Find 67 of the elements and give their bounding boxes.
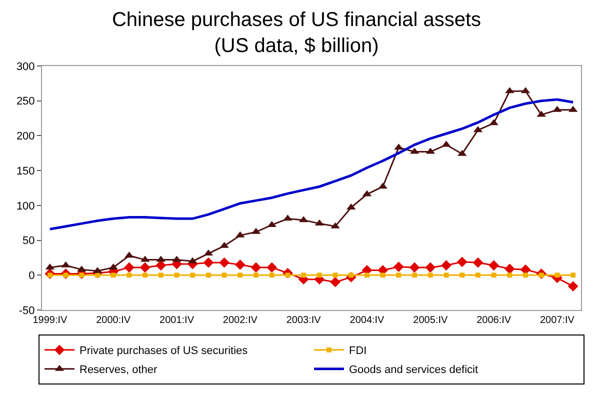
point <box>234 259 246 270</box>
x-tick-label: 1999:IV <box>32 315 68 326</box>
point <box>396 272 402 278</box>
y-tick-label: 200 <box>16 130 35 143</box>
x-tick-label: 2002:IV <box>222 315 258 326</box>
x-tick-label: 2000:IV <box>96 315 131 326</box>
point <box>316 272 322 278</box>
point <box>190 272 196 278</box>
y-tick-label: 150 <box>16 165 35 178</box>
point <box>332 272 338 278</box>
point <box>409 262 420 273</box>
point <box>460 272 465 278</box>
x-tick-label: 2001:IV <box>160 315 194 326</box>
point <box>254 272 259 278</box>
y-tick-label: 250 <box>16 96 35 108</box>
point <box>126 272 132 278</box>
point <box>475 272 480 278</box>
point <box>491 272 496 278</box>
point <box>380 272 386 278</box>
point <box>301 272 306 278</box>
y-tick-label: 0 <box>28 270 35 282</box>
x-tick-label: 2004:IV <box>350 315 385 326</box>
point <box>219 257 230 268</box>
point <box>330 276 340 288</box>
point <box>206 272 211 278</box>
point <box>504 264 515 274</box>
point <box>456 256 468 268</box>
point <box>156 260 166 271</box>
y-tick-label: 300 <box>16 60 35 73</box>
point <box>472 257 484 268</box>
y-tick-label: -50 <box>18 304 35 317</box>
point <box>174 272 180 278</box>
chart-title: Chinese purchases of US financial assets (US data, $ billion) <box>112 9 482 58</box>
point <box>269 272 274 278</box>
x-tick-label: 2006:IV <box>476 315 512 326</box>
point <box>507 272 512 278</box>
point <box>570 272 576 278</box>
legend-label: Goods and services deficit <box>349 364 478 376</box>
point <box>444 272 449 278</box>
legend-label: FDI <box>349 345 367 358</box>
x-tick-label: 2007:IV <box>540 315 575 326</box>
point <box>488 260 500 271</box>
x-tick-label: 2005:IV <box>413 315 448 326</box>
point <box>124 262 134 273</box>
y-tick-label: 100 <box>16 200 35 212</box>
point <box>110 272 116 278</box>
point <box>428 272 433 278</box>
point <box>568 281 578 292</box>
line-series <box>48 98 574 230</box>
point <box>142 272 148 278</box>
point <box>393 262 404 272</box>
point <box>364 272 370 278</box>
point <box>203 257 214 268</box>
point <box>412 272 418 278</box>
legend-label: Reserves, other <box>80 364 158 376</box>
point <box>441 260 452 271</box>
point <box>222 272 227 278</box>
x-tick-label: 2003:IV <box>286 315 322 326</box>
point <box>140 262 150 273</box>
point <box>238 272 243 278</box>
point <box>250 262 262 273</box>
legend-label: Private purchases of US securities <box>80 345 248 358</box>
point <box>158 272 164 278</box>
point <box>425 262 436 273</box>
point <box>523 272 528 278</box>
point <box>266 262 278 273</box>
y-tick-label: 50 <box>22 235 35 248</box>
